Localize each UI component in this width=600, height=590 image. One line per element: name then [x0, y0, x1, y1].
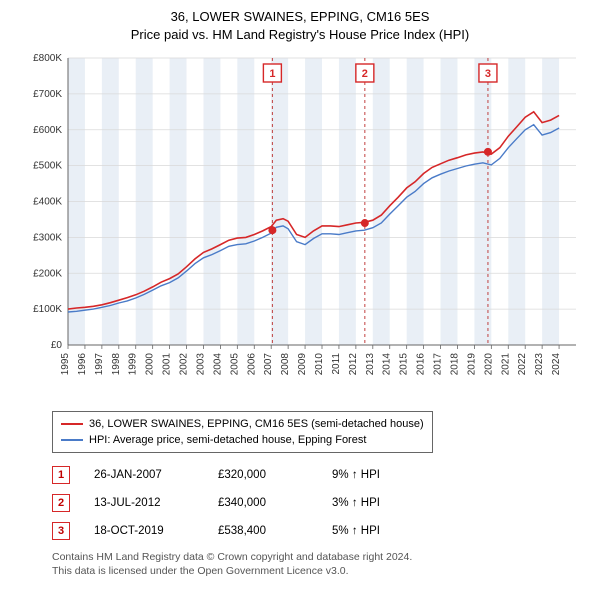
datapoint-price: £538,400: [218, 525, 308, 537]
datapoint-row: 2 13-JUL-2012 £340,000 3% ↑ HPI: [52, 489, 584, 517]
datapoint-marker: 2: [52, 494, 70, 512]
svg-text:2004: 2004: [212, 353, 223, 376]
svg-text:2021: 2021: [500, 353, 511, 376]
datapoint-hpi: 5% ↑ HPI: [332, 525, 432, 537]
svg-text:1995: 1995: [60, 353, 71, 376]
svg-text:2011: 2011: [331, 353, 342, 375]
datapoint-hpi: 3% ↑ HPI: [332, 497, 432, 509]
legend-swatch-hpi: [61, 439, 83, 441]
svg-text:£200K: £200K: [33, 269, 62, 280]
svg-text:£800K: £800K: [33, 53, 62, 64]
svg-text:2023: 2023: [534, 353, 545, 376]
line-chart: £0 £100K £200K £300K £400K £500K £600K £700K £80…: [16, 50, 584, 405]
footnote: Contains HM Land Registry data © Crown c…: [52, 551, 548, 578]
svg-text:£100K: £100K: [33, 305, 62, 316]
svg-text:£0: £0: [51, 340, 63, 351]
svg-text:2003: 2003: [195, 353, 206, 376]
legend-row-hpi: HPI: Average price, semi-detached house,…: [61, 432, 424, 448]
datapoint-marker: 1: [52, 466, 70, 484]
datapoint-price: £340,000: [218, 497, 308, 509]
svg-text:2009: 2009: [297, 353, 308, 376]
svg-text:2010: 2010: [314, 353, 325, 376]
footnote-line1: Contains HM Land Registry data © Crown c…: [52, 551, 548, 565]
svg-text:2014: 2014: [382, 353, 393, 376]
datapoint-price: £320,000: [218, 469, 308, 481]
legend-label-hpi: HPI: Average price, semi-detached house,…: [89, 434, 366, 446]
svg-text:1999: 1999: [128, 353, 139, 376]
svg-text:£300K: £300K: [33, 233, 62, 244]
legend-swatch-property: [61, 423, 83, 425]
title-subtitle: Price paid vs. HM Land Registry's House …: [16, 26, 584, 44]
svg-text:2016: 2016: [416, 353, 427, 376]
datapoint-date: 13-JUL-2012: [94, 497, 194, 509]
legend-row-property: 36, LOWER SWAINES, EPPING, CM16 5ES (sem…: [61, 416, 424, 432]
svg-text:2008: 2008: [280, 353, 291, 376]
svg-text:£700K: £700K: [33, 89, 62, 100]
footnote-line2: This data is licensed under the Open Gov…: [52, 565, 548, 579]
datapoint-row: 3 18-OCT-2019 £538,400 5% ↑ HPI: [52, 517, 584, 545]
svg-text:2: 2: [362, 68, 368, 80]
chart-container: 36, LOWER SWAINES, EPPING, CM16 5ES Pric…: [0, 0, 600, 587]
svg-text:2000: 2000: [145, 353, 156, 376]
svg-text:2012: 2012: [348, 353, 359, 376]
title-address: 36, LOWER SWAINES, EPPING, CM16 5ES: [16, 8, 584, 26]
datapoint-hpi: 9% ↑ HPI: [332, 469, 432, 481]
svg-text:2005: 2005: [229, 353, 240, 376]
legend: 36, LOWER SWAINES, EPPING, CM16 5ES (sem…: [52, 411, 433, 453]
datapoint-date: 26-JAN-2007: [94, 469, 194, 481]
svg-text:£400K: £400K: [33, 197, 62, 208]
chart-svg: £0 £100K £200K £300K £400K £500K £600K £700K £80…: [16, 50, 584, 405]
datapoint-date: 18-OCT-2019: [94, 525, 194, 537]
svg-text:2020: 2020: [483, 353, 494, 376]
svg-text:3: 3: [485, 68, 491, 80]
svg-text:1: 1: [269, 68, 275, 80]
svg-text:2018: 2018: [449, 353, 460, 376]
datapoint-row: 1 26-JAN-2007 £320,000 9% ↑ HPI: [52, 461, 584, 489]
svg-text:1998: 1998: [111, 353, 122, 376]
svg-text:2013: 2013: [365, 353, 376, 376]
svg-text:2024: 2024: [551, 353, 562, 376]
svg-text:2007: 2007: [263, 353, 274, 376]
datapoint-list: 1 26-JAN-2007 £320,000 9% ↑ HPI 2 13-JUL…: [52, 461, 584, 545]
svg-text:2001: 2001: [162, 353, 173, 376]
svg-text:1997: 1997: [94, 353, 105, 376]
svg-text:2022: 2022: [517, 353, 528, 376]
svg-text:2015: 2015: [399, 353, 410, 376]
legend-label-property: 36, LOWER SWAINES, EPPING, CM16 5ES (sem…: [89, 418, 424, 430]
title-block: 36, LOWER SWAINES, EPPING, CM16 5ES Pric…: [16, 8, 584, 44]
svg-text:1996: 1996: [77, 353, 88, 376]
svg-text:2019: 2019: [466, 353, 477, 376]
svg-text:2006: 2006: [246, 353, 257, 376]
datapoint-marker: 3: [52, 522, 70, 540]
svg-text:2017: 2017: [433, 353, 444, 376]
svg-text:£600K: £600K: [33, 125, 62, 136]
svg-text:£500K: £500K: [33, 161, 62, 172]
svg-text:2002: 2002: [179, 353, 190, 376]
